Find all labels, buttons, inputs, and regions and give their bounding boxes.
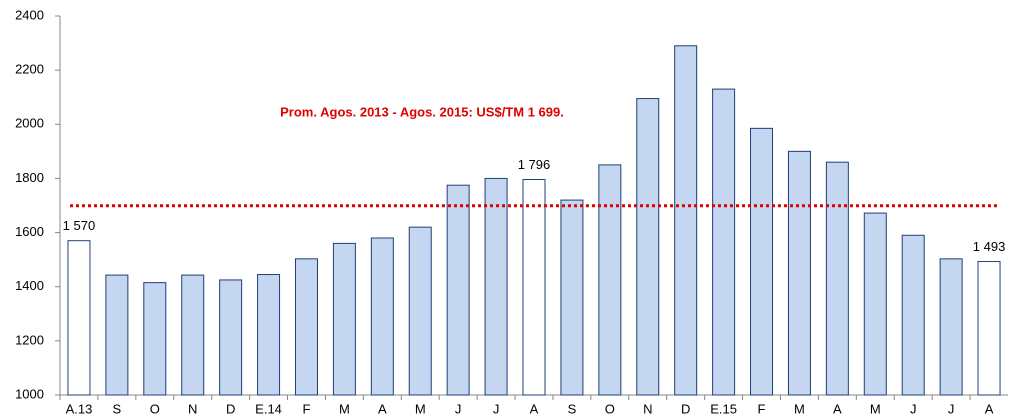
y-tick-label: 2000 (15, 116, 44, 131)
x-tick-label: A (378, 401, 387, 416)
y-tick-label: 1000 (15, 386, 44, 401)
bar (522, 179, 546, 396)
x-tick-label: O (150, 401, 160, 416)
value-label: 1 493 (973, 239, 1006, 254)
bar (863, 212, 887, 396)
x-tick-label: J (948, 401, 955, 416)
bar (370, 237, 394, 396)
bar (143, 282, 167, 396)
x-tick-label: M (415, 401, 426, 416)
bar (294, 258, 318, 396)
bar (825, 161, 849, 396)
value-label: 1 796 (518, 157, 551, 172)
y-tick-label: 1600 (15, 224, 44, 239)
y-tick-label: 1400 (15, 278, 44, 293)
x-tick-label: J (493, 401, 500, 416)
y-tick-label: 2400 (15, 7, 44, 22)
bar (750, 127, 774, 396)
x-tick-label: J (455, 401, 462, 416)
x-tick-label: E.14 (255, 401, 282, 416)
y-tick-label: 2200 (15, 62, 44, 77)
bar (181, 274, 205, 396)
value-label: 1 570 (63, 218, 96, 233)
bar (939, 258, 963, 396)
bar (787, 150, 811, 396)
bar (446, 184, 470, 396)
x-tick-label: F (758, 401, 766, 416)
bar (105, 274, 129, 396)
x-tick-label: J (910, 401, 917, 416)
x-tick-label: O (605, 401, 615, 416)
bar (484, 177, 508, 396)
x-tick-label: M (794, 401, 805, 416)
x-tick-label: N (188, 401, 197, 416)
x-tick-label: F (303, 401, 311, 416)
x-tick-label: E.15 (710, 401, 737, 416)
bar (219, 279, 243, 396)
x-tick-label: A (985, 401, 994, 416)
bar (257, 274, 281, 396)
reference-label: Prom. Agos. 2013 - Agos. 2015: US$/TM 1 … (280, 104, 564, 119)
x-tick-label: M (870, 401, 881, 416)
x-tick-label: D (681, 401, 690, 416)
x-tick-label: A.13 (66, 401, 93, 416)
bar (67, 240, 91, 396)
x-tick-label: S (113, 401, 122, 416)
y-tick-label: 1200 (15, 332, 44, 347)
x-tick-label: N (643, 401, 652, 416)
bar (977, 261, 1001, 396)
bar (408, 226, 432, 396)
x-tick-label: M (339, 401, 350, 416)
bar (560, 199, 584, 396)
y-tick-label: 1800 (15, 170, 44, 185)
x-tick-label: A (530, 401, 539, 416)
bar (332, 242, 356, 396)
bar (598, 164, 622, 396)
bar (674, 45, 698, 396)
bar (712, 88, 736, 396)
bar (901, 234, 925, 396)
x-tick-label: S (568, 401, 577, 416)
bar (636, 98, 660, 396)
x-tick-label: D (226, 401, 235, 416)
x-tick-label: A (833, 401, 842, 416)
